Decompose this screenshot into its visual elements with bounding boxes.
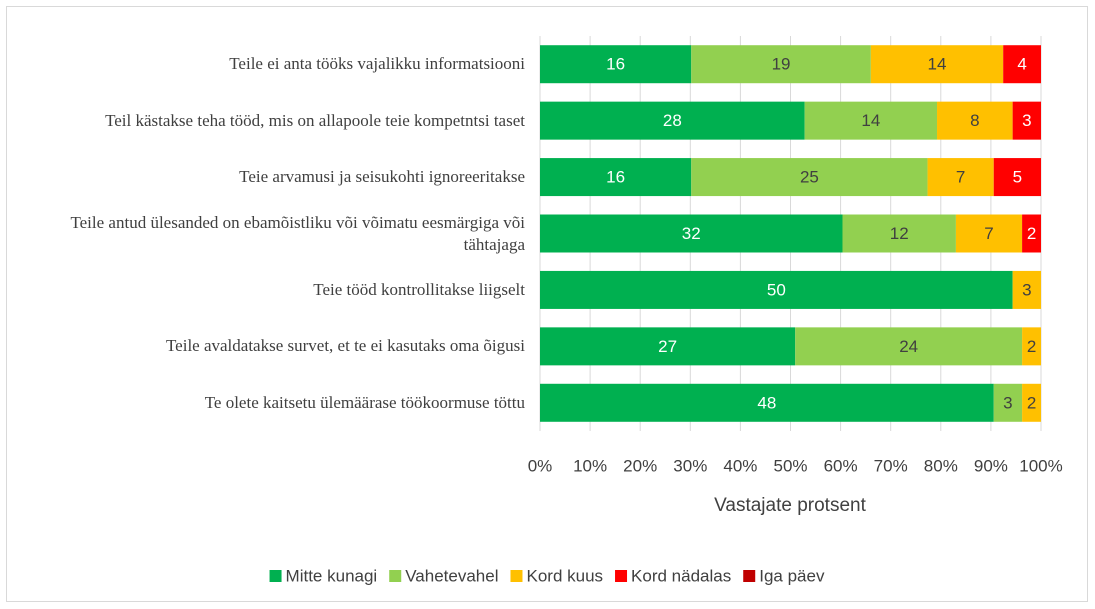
data-label: 24	[899, 337, 918, 356]
data-label: 48	[757, 393, 776, 412]
data-label: 2	[1027, 393, 1036, 412]
legend-label: Iga päev	[759, 566, 825, 585]
bar-segment	[993, 158, 1041, 197]
legend-swatch	[615, 570, 628, 582]
bar-segment	[1022, 383, 1041, 422]
data-label: 5	[1013, 168, 1022, 187]
legend-swatch	[269, 570, 282, 582]
data-label: 2	[1027, 337, 1036, 356]
data-label: 8	[970, 111, 979, 130]
bar-segment	[804, 101, 938, 140]
x-tick-label: 30%	[673, 456, 707, 475]
bar-segment	[540, 101, 805, 140]
y-tick-label: Teile antud ülesanded on ebamõistliku võ…	[70, 212, 525, 254]
bar-segment	[1003, 45, 1041, 84]
y-tick-label: Teile avaldatakse survet, et te ei kasut…	[165, 336, 525, 356]
x-tick-label: 40%	[723, 456, 757, 475]
bar-segment	[1022, 214, 1041, 253]
bar-segment	[691, 45, 871, 84]
x-tick-label: 90%	[974, 456, 1008, 475]
bar-segment	[937, 101, 1013, 140]
y-tick-label: Teie arvamusi ja seisukohti ignoreeritak…	[239, 167, 525, 187]
data-label: 3	[1022, 280, 1031, 299]
bar-segment	[993, 383, 1023, 422]
x-tick-label: 80%	[924, 456, 958, 475]
data-label: 50	[767, 280, 786, 299]
data-label: 16	[606, 55, 625, 74]
bar-segment	[540, 158, 692, 197]
bar-segment	[691, 158, 928, 197]
data-label: 25	[800, 168, 819, 187]
data-label: 7	[956, 168, 965, 187]
bar-segment	[1012, 101, 1041, 140]
x-tick-label: 0%	[528, 456, 553, 475]
bar-segment	[795, 327, 1023, 366]
x-tick-label: 10%	[573, 456, 607, 475]
data-label: 4	[1017, 55, 1026, 74]
x-tick-label: 60%	[824, 456, 858, 475]
data-label: 3	[1022, 111, 1031, 130]
data-label: 12	[890, 224, 909, 243]
data-label: 14	[861, 111, 880, 130]
y-tick-label: Teile ei anta tööks vajalikku informatsi…	[229, 54, 525, 74]
data-label: 28	[663, 111, 682, 130]
y-tick-label: Te olete kaitsetu ülemäärase töökoormuse…	[204, 392, 525, 412]
data-label: 2	[1027, 224, 1036, 243]
legend: Mitte kunagi Vahetevahel Kord kuus Kord näd…	[269, 566, 825, 585]
bar-segment	[927, 158, 994, 197]
x-tick-label: 50%	[773, 456, 807, 475]
bar-segment	[540, 327, 796, 366]
legend-label: Kord nädalas	[631, 566, 731, 585]
bar-segment	[1012, 270, 1041, 309]
x-axis-title: Vastajate protsent	[714, 495, 866, 516]
bar-segment	[540, 45, 692, 84]
legend-swatch	[389, 570, 402, 582]
bar-segment	[540, 214, 843, 253]
legend-swatch	[510, 570, 523, 582]
data-label: 19	[772, 55, 791, 74]
bar-segment	[955, 214, 1023, 253]
legend-swatch	[743, 570, 756, 582]
data-label: 16	[606, 168, 625, 187]
legend-label: Kord kuus	[526, 566, 603, 585]
data-label: 7	[984, 224, 993, 243]
y-tick-label: Teil kästakse teha tööd, mis on allapool…	[105, 110, 525, 130]
y-tick-label: Teie tööd kontrollitakse liigselt	[313, 279, 525, 299]
x-tick-label: 20%	[623, 456, 657, 475]
data-label: 27	[658, 337, 677, 356]
x-tick-label: 70%	[874, 456, 908, 475]
data-label: 32	[682, 224, 701, 243]
data-label: 14	[928, 55, 947, 74]
bar-segment	[870, 45, 1004, 84]
data-label: 3	[1003, 393, 1012, 412]
legend-label: Mitte kunagi	[286, 566, 378, 585]
bar-segment	[1022, 327, 1041, 366]
bar-segment	[540, 383, 994, 422]
bar-segment	[540, 270, 1013, 309]
chart-frame	[6, 6, 1088, 602]
legend-label: Vahetevahel	[405, 566, 498, 585]
x-tick-label: 100%	[1019, 456, 1062, 475]
bar-segment	[842, 214, 956, 253]
